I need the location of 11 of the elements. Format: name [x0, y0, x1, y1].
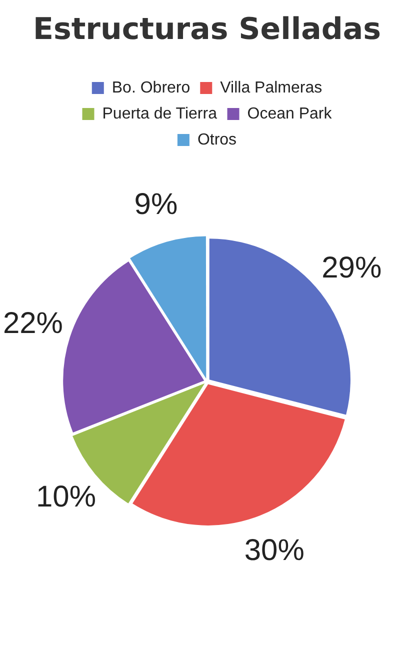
- legend-label: Bo. Obrero: [112, 79, 190, 96]
- data-label: 9%: [134, 188, 178, 222]
- data-label: 22%: [2, 307, 63, 340]
- data-label: 10%: [36, 480, 96, 514]
- legend-label: Villa Palmeras: [220, 79, 322, 96]
- legend-label: Otros: [197, 131, 237, 148]
- chart-title: Estructuras Selladas: [32, 12, 382, 47]
- data-label: 29%: [322, 252, 382, 285]
- legend-label: Puerta de Tierra: [102, 105, 218, 122]
- data-label: 30%: [244, 534, 304, 567]
- legend-label: Ocean Park: [247, 105, 333, 122]
